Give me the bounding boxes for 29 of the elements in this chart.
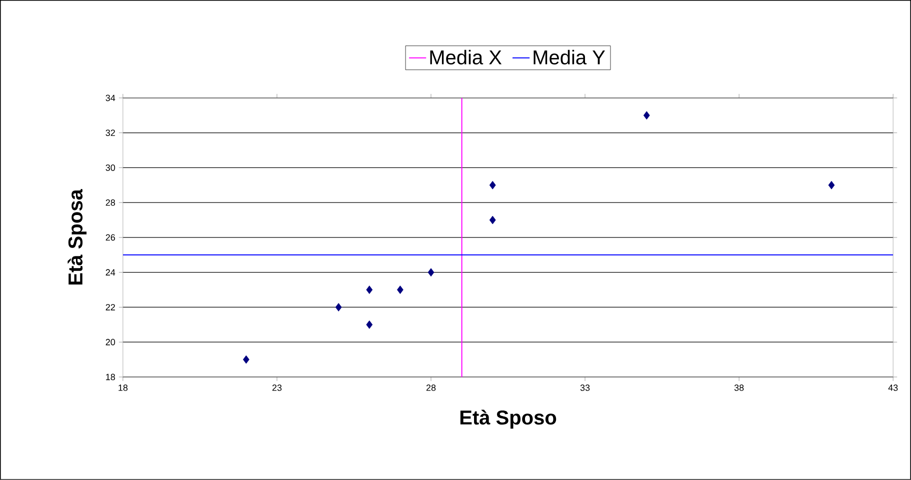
y-tick-label: 18 <box>106 374 115 380</box>
legend-label: Media Y <box>534 50 605 65</box>
point <box>335 303 342 312</box>
point <box>396 286 404 294</box>
y-tick-label: 22 <box>106 304 115 310</box>
y-tick-label: 28 <box>106 199 115 206</box>
y-tick-label: 20 <box>106 338 116 346</box>
x-axis-title: Età Sposo <box>460 410 556 429</box>
x-tick-label: 18 <box>118 384 128 391</box>
point <box>366 286 373 294</box>
point <box>489 180 496 190</box>
point <box>643 111 650 120</box>
y-tick-label: 26 <box>106 234 115 241</box>
point <box>489 216 496 224</box>
y-axis-title: Età Sposa <box>68 189 87 285</box>
y-tick-label: 24 <box>106 269 116 276</box>
x-tick-label: 23 <box>272 384 282 391</box>
point <box>366 320 373 329</box>
point <box>428 268 434 277</box>
y-tick-label: 34 <box>106 94 116 102</box>
y-tick-label: 30 <box>106 164 116 171</box>
x-tick-label: 43 <box>888 384 898 391</box>
ref-line-label: Media X <box>430 50 502 65</box>
x-tick-label: 28 <box>426 384 436 391</box>
x-tick-label: 33 <box>580 384 590 391</box>
y-tick-label: 32 <box>106 130 115 136</box>
point <box>828 180 835 190</box>
x-tick-label: 38 <box>734 384 744 391</box>
point <box>242 355 250 364</box>
